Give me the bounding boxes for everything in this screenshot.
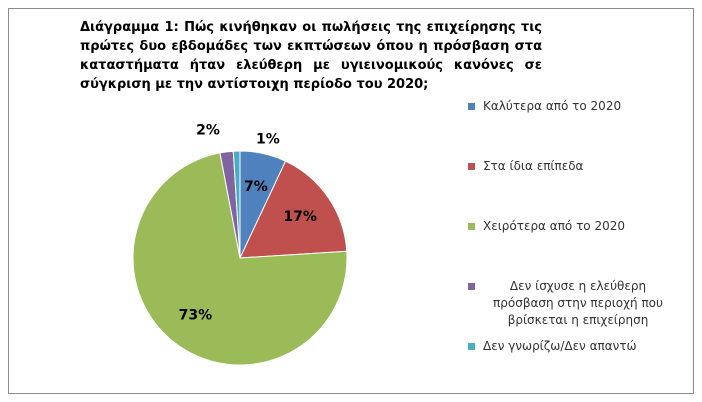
legend-label: Δεν ίσχυσε η ελεύθερη πρόσβαση στην περι… (493, 279, 663, 327)
data-label: 1% (256, 132, 280, 148)
legend-swatch (468, 343, 475, 350)
data-label: 7% (244, 179, 268, 195)
legend-label: Χειρότερα από το 2020 (483, 219, 625, 233)
legend-entry: Στα ίδια επίπεδα (468, 158, 673, 175)
pie-slice (239, 160, 348, 259)
pie-slice (232, 150, 241, 259)
data-label: 73% (179, 307, 213, 323)
legend-entry: Δεν ίσχυσε η ελεύθερη πρόσβαση στην περι… (468, 278, 673, 329)
pie-slice (132, 152, 348, 366)
chart-title: Διάγραμμα 1: Πώς κινήθηκαν οι πωλήσεις τ… (80, 20, 542, 92)
chart-frame (8, 8, 694, 394)
legend-swatch (468, 163, 475, 170)
legend-entry: Καλύτερα από το 2020 (468, 98, 673, 115)
legend-entry: Χειρότερα από το 2020 (468, 218, 673, 235)
legend-entry: Δεν γνωρίζω/Δεν απαντώ (468, 338, 673, 355)
data-label: 17% (283, 209, 317, 225)
legend-swatch (468, 103, 475, 110)
data-label: 2% (196, 123, 220, 139)
legend-label: Στα ίδια επίπεδα (483, 159, 584, 173)
legend-label: Δεν γνωρίζω/Δεν απαντώ (483, 339, 637, 353)
legend-swatch (468, 223, 475, 230)
legend-swatch (468, 283, 475, 290)
legend-label: Καλύτερα από το 2020 (483, 99, 622, 113)
